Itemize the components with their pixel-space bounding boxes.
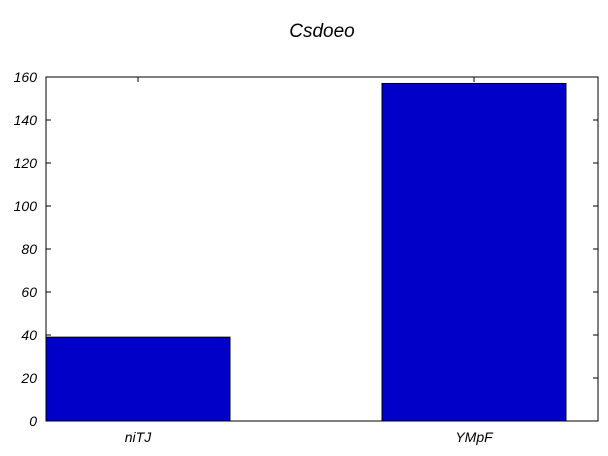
plot-frame [45, 76, 599, 422]
x-tick-label: niTJ [125, 429, 152, 445]
y-tick-label: 40 [21, 327, 37, 343]
x-axis: niTJ YMpF [125, 77, 494, 445]
chart-title: Csdoeo [289, 21, 355, 42]
bar-YMpF [381, 82, 567, 422]
y-axis: 0 20 40 60 80 100 120 140 160 [14, 69, 598, 429]
x-tick-label: YMpF [455, 429, 494, 445]
y-tick-label: 60 [21, 284, 37, 300]
y-tick-label: 120 [14, 155, 38, 171]
y-tick-label: 140 [14, 112, 38, 128]
y-tick-label: 160 [14, 69, 38, 85]
bar-niTJ [45, 336, 231, 422]
y-tick-label: 0 [29, 413, 37, 429]
y-tick-label: 100 [14, 198, 38, 214]
bar-series [45, 82, 567, 422]
y-tick-label: 20 [20, 370, 37, 386]
y-tick-label: 80 [21, 241, 37, 257]
